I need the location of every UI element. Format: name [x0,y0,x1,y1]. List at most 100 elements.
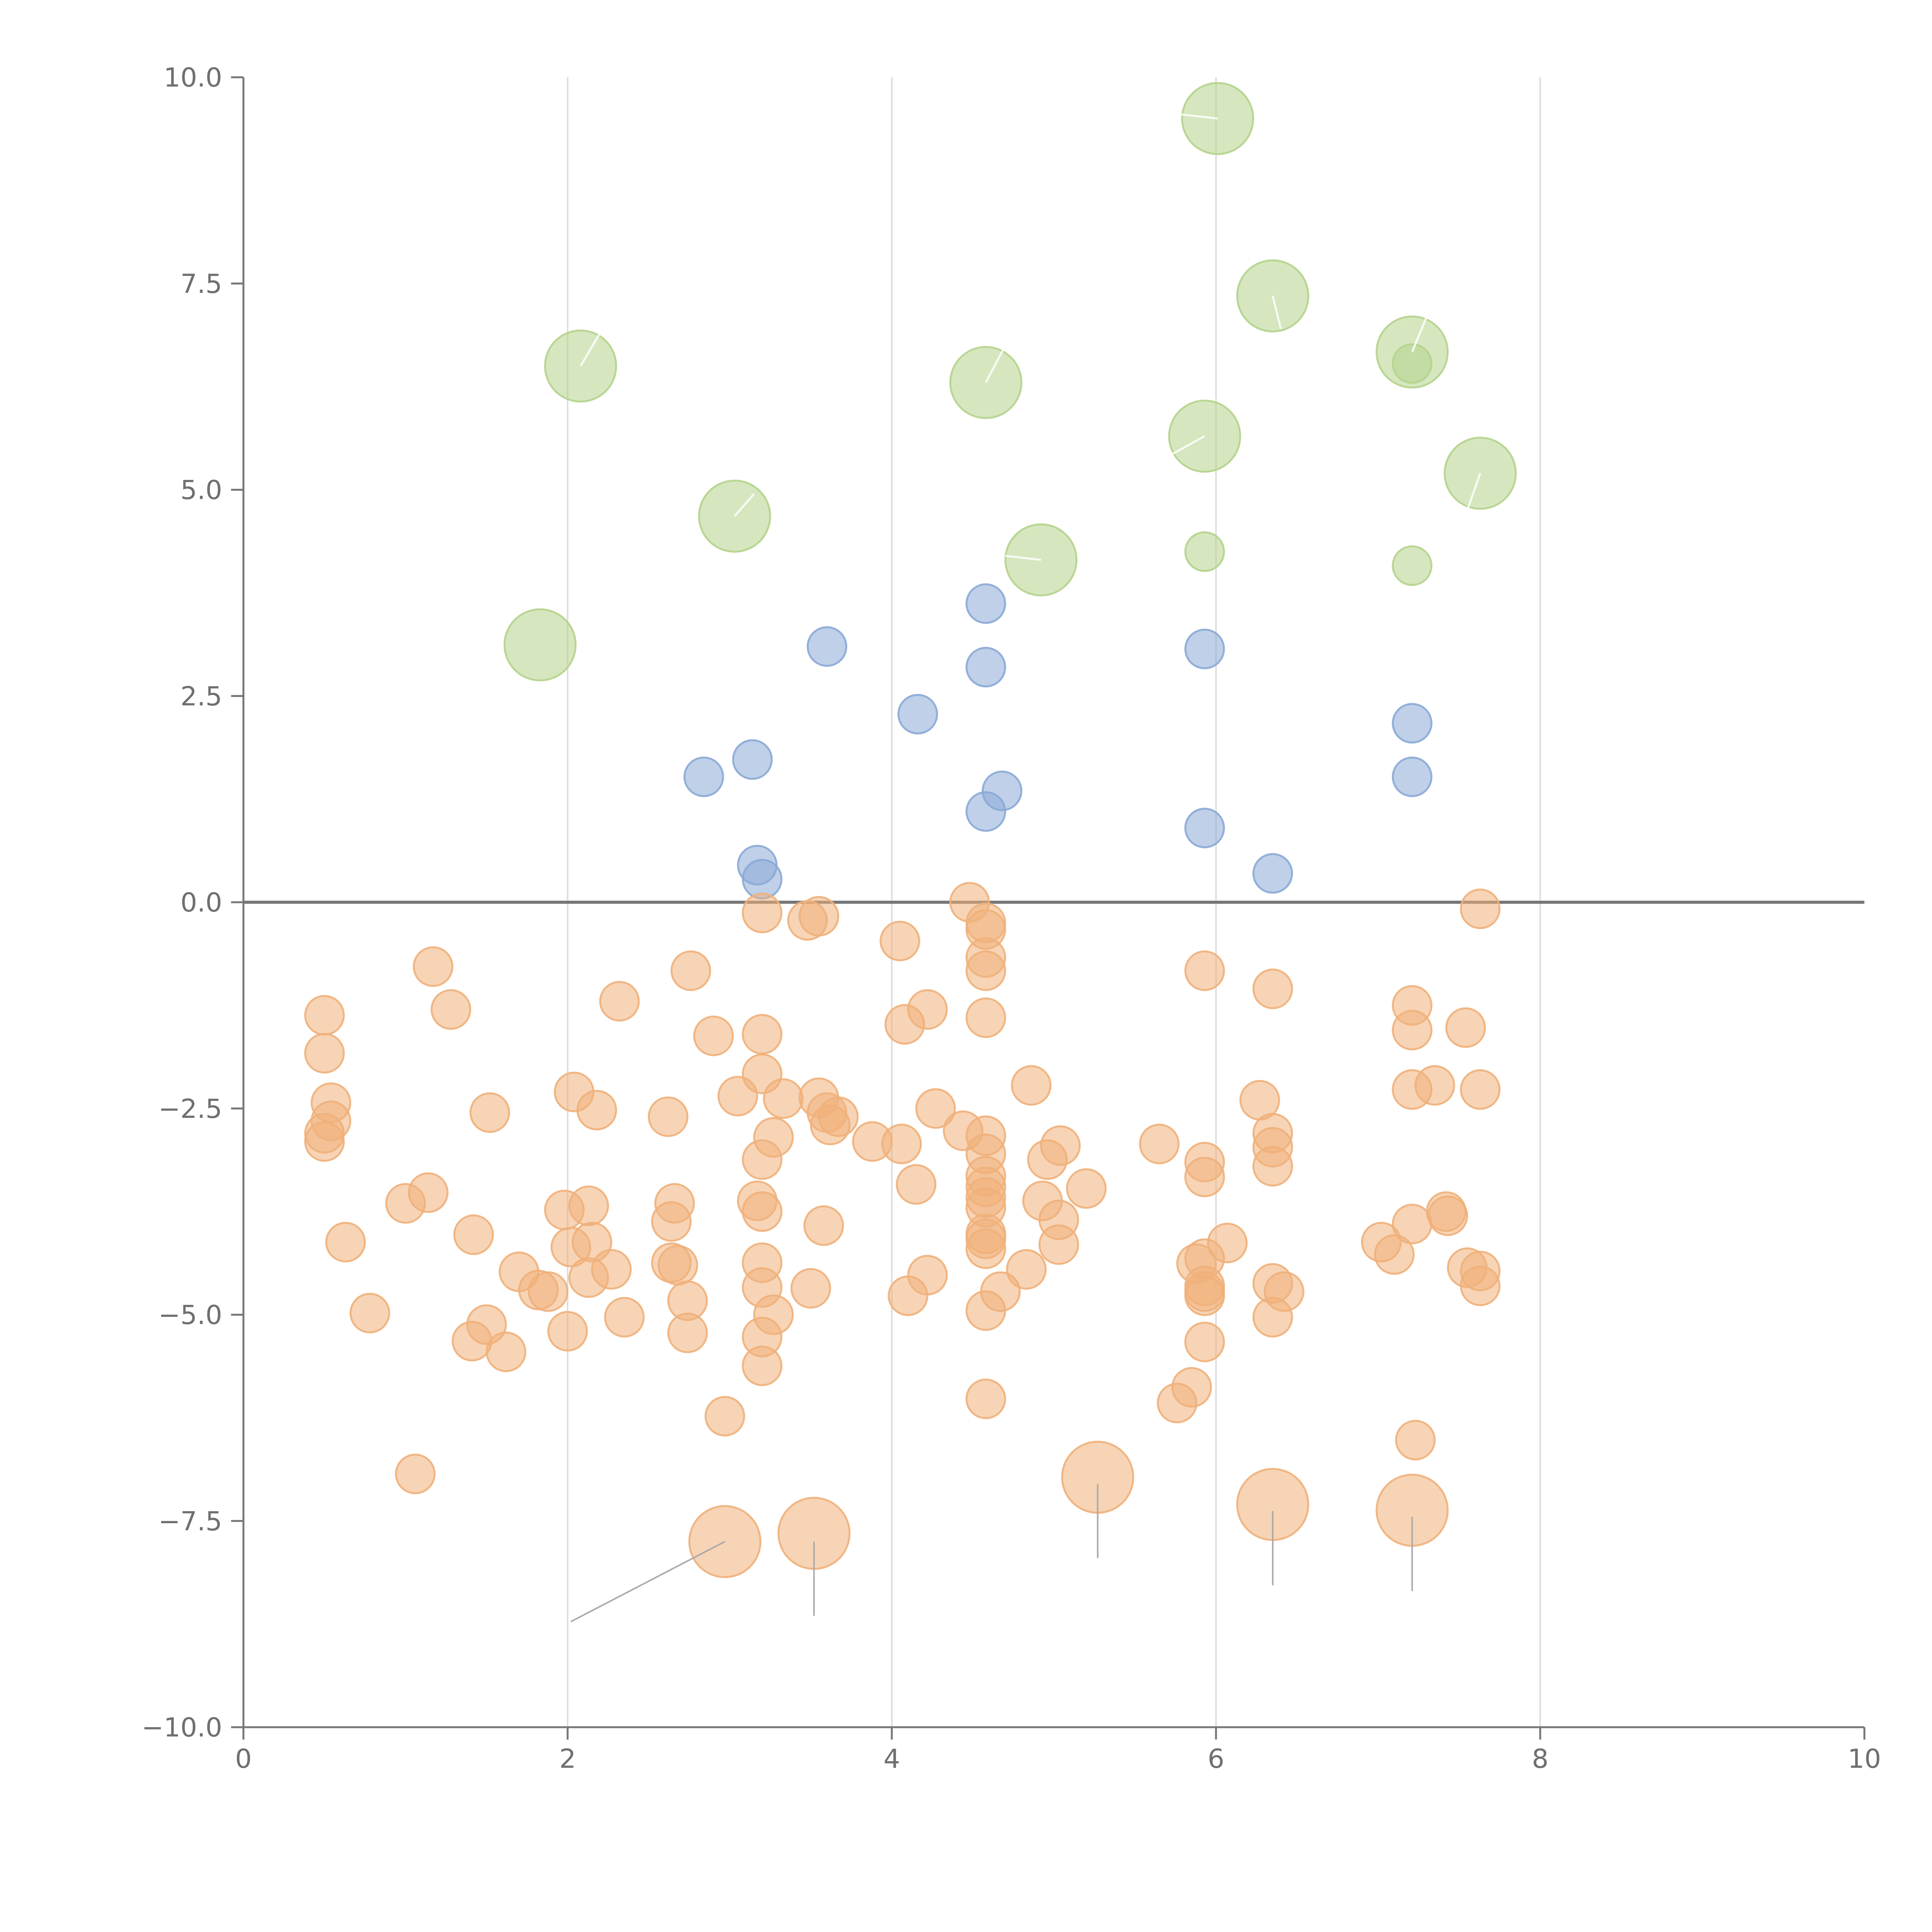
data-point-orange [469,1092,510,1133]
data-point-orange [325,1222,366,1263]
data-point-orange [742,893,782,934]
data-point-orange [1006,1249,1047,1290]
data-point-blue [965,583,1006,624]
data-point-orange [1139,1124,1180,1165]
x-tick-label: 0 [235,1744,252,1774]
data-point-orange [915,1088,956,1129]
y-tick-label: 10.0 [164,63,222,93]
data-point-orange [1184,1275,1225,1316]
annotation-leader-line [985,345,1006,383]
data-point-orange [693,1015,734,1056]
data-point-blue [742,859,782,900]
data-point-orange [884,1004,925,1045]
data-point-blue [1392,756,1433,797]
data-point-orange [1038,1224,1079,1265]
data-point-orange [304,1033,345,1074]
y-tick-label: −10.0 [142,1713,222,1743]
data-point-green [1392,545,1433,586]
data-point-orange [1392,1069,1433,1110]
x-tick-label: 8 [1532,1744,1548,1774]
data-point-orange [577,1090,617,1131]
data-point-blue [1392,703,1433,744]
data-point-blue [1184,808,1225,849]
data-points [304,82,1517,1578]
data-point-orange [667,1312,708,1353]
data-point-orange [1184,1321,1225,1362]
data-point-orange [1252,1146,1293,1187]
data-point-blue [897,694,938,735]
data-point-orange [1460,1265,1501,1306]
data-point-orange [1066,1168,1107,1209]
x-tick-label: 10 [1848,1744,1881,1774]
y-tick-label: −7.5 [158,1506,222,1537]
data-point-orange [704,1396,745,1437]
data-point-blue [965,791,1006,832]
x-tick-label: 6 [1208,1744,1224,1774]
data-point-orange [790,1268,831,1309]
data-point-orange [670,950,711,991]
y-tick-label: −2.5 [158,1094,222,1124]
data-point-orange [1252,1297,1293,1338]
data-point-orange [430,989,471,1030]
data-point-orange [395,1454,436,1495]
data-point-orange [888,1275,929,1316]
y-tick-label: 2.5 [180,681,222,712]
data-point-orange [803,1205,844,1246]
data-point-orange [965,1290,1006,1331]
x-tick-label: 4 [883,1744,900,1774]
data-point-orange [648,1096,689,1137]
data-point-orange [550,1226,591,1267]
data-point-orange [453,1214,494,1255]
data-point-orange [604,1297,645,1338]
annotation-leader-line [734,493,755,517]
data-point-orange [544,1189,585,1230]
data-point-orange [385,1183,426,1224]
data-point-orange [896,1164,937,1205]
data-point-orange [1392,1204,1433,1245]
data-point-orange [486,1332,527,1372]
annotation-leader-line [1411,316,1428,352]
data-point-green [1184,531,1225,572]
data-point-green [503,608,577,682]
data-point-green [1392,343,1433,384]
leader-lines [570,113,1481,1622]
y-tick-label: −5.0 [158,1300,222,1331]
y-tick-label: 7.5 [180,269,222,299]
data-point-orange [1027,1139,1068,1180]
data-point-orange [304,995,345,1036]
data-point-blue [683,756,724,797]
x-axis-ticks: 0 2 4 6 8 10 [235,1727,1881,1774]
data-point-orange [1184,1156,1225,1197]
data-point-orange [965,997,1006,1038]
y-axis-ticks: 10.0 7.5 5.0 2.5 0.0 −2.5 −5.0 −7.5 −10.0 [142,63,243,1743]
data-point-orange [651,1201,692,1242]
annotation-leader-line [1180,113,1218,120]
annotation-leader-line [570,1541,725,1622]
annotation-leader-line [1167,435,1205,458]
annotation-leader-line [1272,296,1282,329]
data-point-blue [732,739,773,780]
data-point-orange [742,1139,782,1180]
data-point-orange [787,900,828,941]
data-point-orange [1392,1010,1433,1051]
data-point-orange [879,920,920,961]
data-point-orange [1460,1069,1501,1110]
data-point-orange [965,1378,1006,1419]
data-point-orange [717,1076,758,1117]
data-point-orange [742,1014,782,1055]
data-point-orange [1427,1195,1468,1236]
data-point-orange [1445,1007,1486,1048]
data-point-orange [742,1345,782,1386]
data-point-orange [568,1257,609,1298]
data-point-orange [810,1104,851,1145]
data-point-orange [547,1311,588,1352]
y-tick-label: 5.0 [180,475,222,506]
data-point-blue [806,626,847,667]
data-point-orange [1395,1420,1436,1461]
data-point-blue [965,647,1006,688]
data-point-orange [1374,1234,1415,1275]
data-point-orange [1156,1383,1197,1423]
data-point-orange [763,1078,804,1119]
data-point-orange [657,1245,698,1286]
